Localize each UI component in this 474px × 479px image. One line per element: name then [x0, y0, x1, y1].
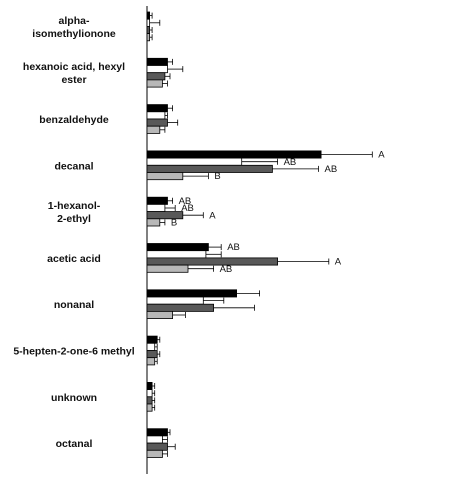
bar-series-1: [147, 244, 208, 251]
bar-series-4: [147, 80, 162, 87]
bar-series-3: [147, 304, 214, 311]
bar-series-2: [147, 19, 150, 26]
bar-series-3: [147, 397, 152, 404]
bar-series-1: [147, 105, 168, 112]
category-label: 5-hepten-2-one-6 methyl: [13, 346, 134, 358]
bar-series-2: [147, 390, 152, 397]
bar-series-2: [147, 251, 206, 258]
significance-label: A: [209, 210, 216, 221]
category-label: benzaldehyde: [39, 114, 109, 126]
category-label: ester: [61, 74, 86, 86]
bar-series-2: [147, 297, 203, 304]
significance-label: AB: [284, 157, 297, 168]
category-label: nonanal: [54, 299, 94, 311]
category-label: hexanoic acid, hexyl: [23, 61, 125, 73]
bar-series-1: [147, 12, 150, 19]
category-label: alpha-: [59, 15, 90, 27]
bar-series-3: [147, 73, 165, 80]
significance-label: A: [378, 150, 385, 161]
bar-series-2: [147, 66, 168, 73]
category-label: 2-ethyl: [57, 213, 91, 225]
bar-series-4: [147, 219, 160, 226]
significance-label: B: [214, 171, 220, 182]
bar-series-3: [147, 258, 278, 265]
category-label: decanal: [54, 160, 93, 172]
category-label: isomethylionone: [32, 28, 116, 40]
bar-series-1: [147, 382, 152, 389]
category-label: unknown: [51, 392, 97, 404]
category-label: acetic acid: [47, 253, 101, 265]
bar-series-4: [147, 404, 152, 411]
bar-series-4: [147, 126, 160, 133]
bar-series-2: [147, 158, 242, 165]
bar-series-4: [147, 34, 150, 41]
bar-series-1: [147, 290, 237, 297]
bar-series-2: [147, 436, 162, 443]
bar-series-1: [147, 58, 168, 65]
bar-series-4: [147, 173, 183, 180]
bar-series-3: [147, 443, 168, 450]
bar-series-3: [147, 119, 168, 126]
bar-series-2: [147, 112, 165, 119]
significance-label: AB: [220, 264, 233, 275]
bar-series-3: [147, 351, 157, 358]
significance-label: B: [171, 218, 177, 229]
bar-series-3: [147, 165, 272, 172]
bar-series-1: [147, 429, 168, 436]
significance-label: A: [335, 257, 342, 268]
bar-series-3: [147, 212, 183, 219]
category-label: octanal: [56, 438, 93, 450]
significance-label: AB: [325, 164, 338, 175]
bar-series-4: [147, 311, 173, 318]
bar-series-2: [147, 204, 165, 211]
bar-series-4: [147, 265, 188, 272]
category-label: 1-hexanol-: [48, 200, 101, 212]
bar-series-2: [147, 343, 155, 350]
bar-series-1: [147, 197, 168, 204]
bar-series-4: [147, 358, 155, 365]
significance-label: AB: [227, 242, 240, 253]
bar-series-1: [147, 336, 157, 343]
bar-series-4: [147, 450, 162, 457]
bar-series-3: [147, 26, 150, 33]
